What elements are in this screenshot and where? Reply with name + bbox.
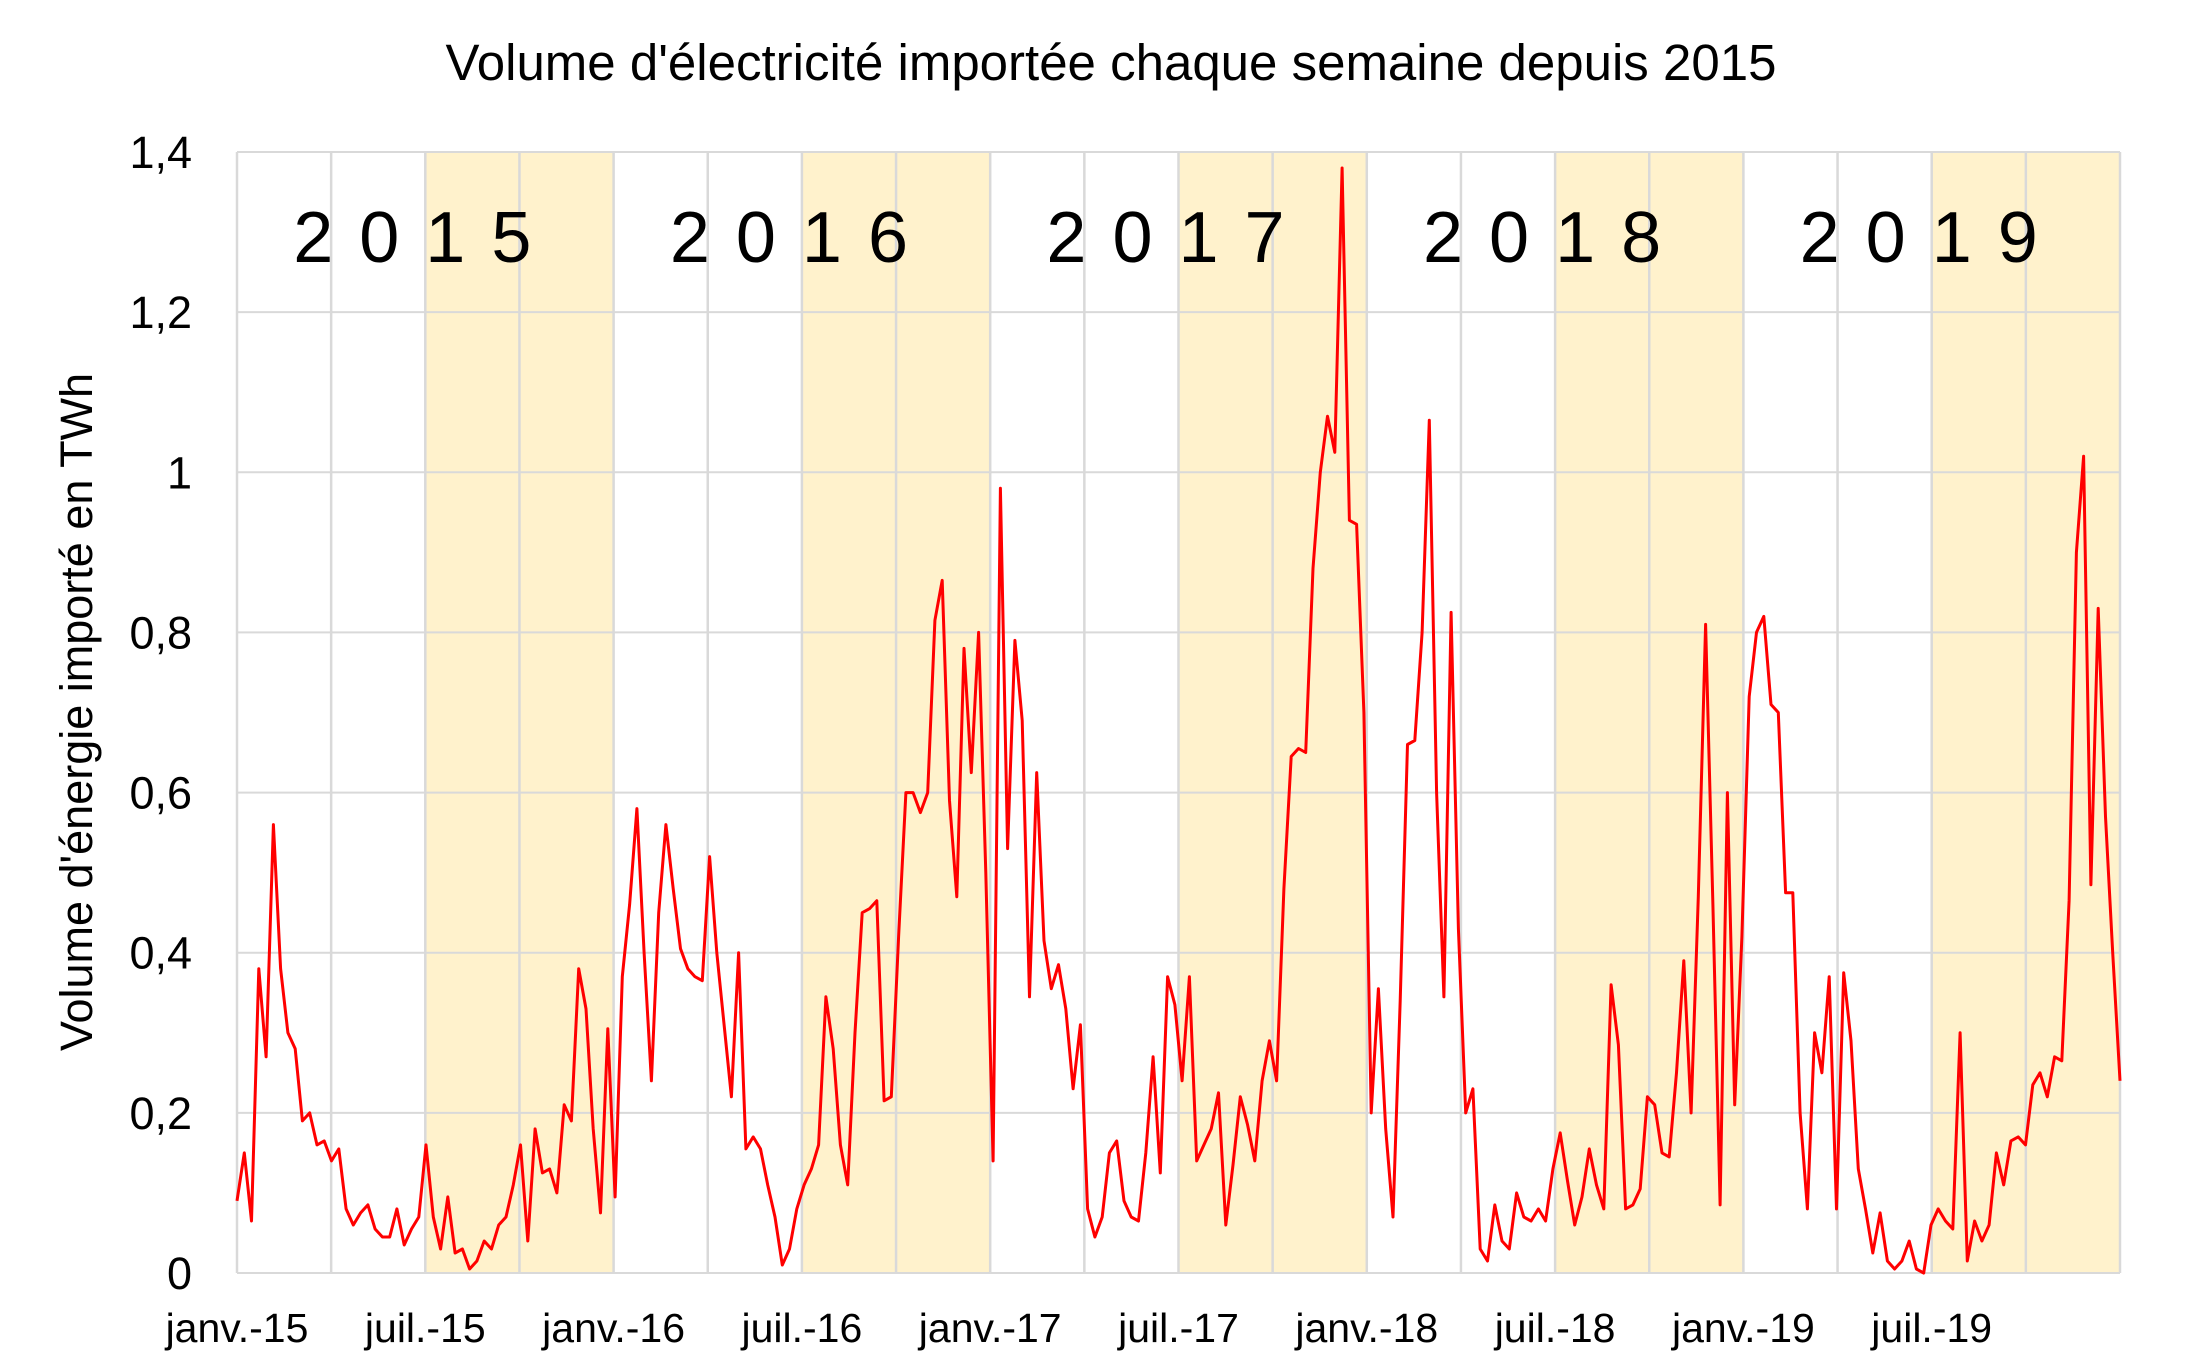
x-tick-label: janv.-15 [165, 1305, 309, 1351]
y-tick-labels: 0 0,2 0,4 0,6 0,8 1 1,2 1,4 [129, 127, 192, 1299]
year-label-2019: 2019 [1800, 198, 2064, 278]
year-label-2018: 2018 [1423, 198, 1687, 278]
year-labels: 2015 2016 2017 2018 2019 [293, 198, 2064, 278]
year-label-2015: 2015 [293, 198, 557, 278]
x-tick-label: juil.-17 [1117, 1305, 1239, 1351]
chart-title: Volume d'électricité importée chaque sem… [446, 34, 1777, 91]
y-tick-label: 1 [167, 447, 192, 498]
gridlines [235, 151, 2122, 1274]
y-tick-label: 0 [167, 1248, 192, 1299]
year-label-2016: 2016 [670, 198, 934, 278]
x-tick-labels: janv.-15 juil.-15 janv.-16 juil.-16 janv.-17… [165, 1305, 1993, 1351]
x-tick-label: janv.-16 [541, 1305, 685, 1351]
series-line-import [235, 166, 2122, 1275]
x-tick-label: juil.-18 [1494, 1305, 1616, 1351]
x-tick-label: janv.-19 [1671, 1305, 1815, 1351]
year-label-2017: 2017 [1046, 198, 1310, 278]
x-tick-label: juil.-15 [364, 1305, 486, 1351]
x-tick-label: juil.-16 [741, 1305, 863, 1351]
x-tick-label: janv.-18 [1294, 1305, 1438, 1351]
y-tick-label: 1,4 [129, 127, 192, 178]
y-axis-label: Volume d'énergie importé en TWh [51, 373, 102, 1051]
y-tick-label: 0,6 [129, 768, 192, 819]
x-tick-label: janv.-17 [918, 1305, 1062, 1351]
y-tick-label: 0,8 [129, 607, 192, 658]
y-tick-label: 0,4 [129, 928, 192, 979]
y-tick-label: 0,2 [129, 1088, 192, 1139]
y-tick-label: 1,2 [129, 287, 192, 338]
x-tick-label: juil.-19 [1870, 1305, 1992, 1351]
